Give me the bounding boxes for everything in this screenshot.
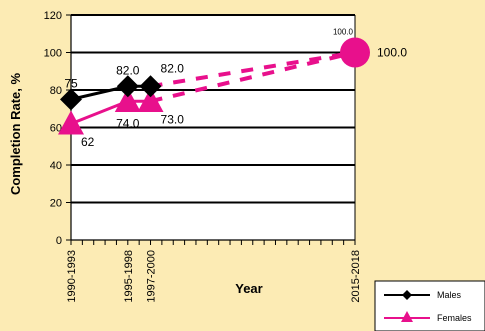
legend-box — [374, 280, 485, 331]
marker-males-2 — [139, 75, 162, 98]
y-axis-title: Completion Rate, % — [8, 73, 23, 196]
x-tick-label-1990-1993: 1990-1993 — [66, 250, 78, 303]
x-axis-title: Year — [235, 281, 262, 296]
data-labels: 62 74.0 73.0 75 82.0 82.0 100.0 100.0 — [64, 28, 407, 149]
projection-line-1 — [150, 50, 356, 89]
y-tick-label-80: 80 — [50, 85, 62, 97]
legend: Males Females — [374, 280, 485, 331]
data-label-males-0: 75 — [64, 76, 78, 90]
legend-marker-males — [402, 290, 412, 300]
marker-males-1 — [116, 75, 139, 98]
data-label-males-1: 82.0 — [116, 63, 140, 77]
y-tick-label-60: 60 — [50, 123, 62, 135]
marker-males-0 — [60, 88, 82, 111]
target-label-above: 100.0 — [333, 28, 354, 37]
legend-label-females: Females — [437, 313, 472, 323]
gridlines — [71, 14, 355, 204]
marker-females-2 — [137, 88, 164, 113]
data-label-females-0: 62 — [81, 135, 95, 149]
data-label-males-2: 82.0 — [161, 61, 185, 75]
y-tick-label-0: 0 — [56, 235, 62, 247]
y-tick-label-100: 100 — [44, 48, 62, 60]
marker-females-0 — [58, 110, 84, 135]
marker-females-1 — [114, 88, 141, 113]
legend-label-males: Males — [437, 290, 462, 300]
legend-marker-females — [401, 311, 413, 322]
x-tick-label-2015-2018: 2015-2018 — [350, 250, 362, 303]
series-lines — [58, 37, 370, 135]
data-label-females-1: 74.0 — [116, 116, 140, 130]
x-tick-label-1997-2000: 1997-2000 — [146, 250, 158, 303]
x-tick-label-1995-1998: 1995-1998 — [123, 250, 135, 303]
y-tick-label-20: 20 — [50, 198, 62, 210]
data-label-females-2: 73.0 — [161, 112, 185, 126]
y-tick-label-120: 120 — [44, 10, 62, 22]
target-label-right: 100.0 — [377, 46, 407, 60]
axes: 0 20 40 60 80 100 120 1990-1993 1995-1998 1997-20… — [44, 10, 362, 303]
target-point-marker — [340, 37, 370, 68]
y-tick-label-40: 40 — [50, 160, 62, 172]
projection-lines — [150, 50, 356, 104]
